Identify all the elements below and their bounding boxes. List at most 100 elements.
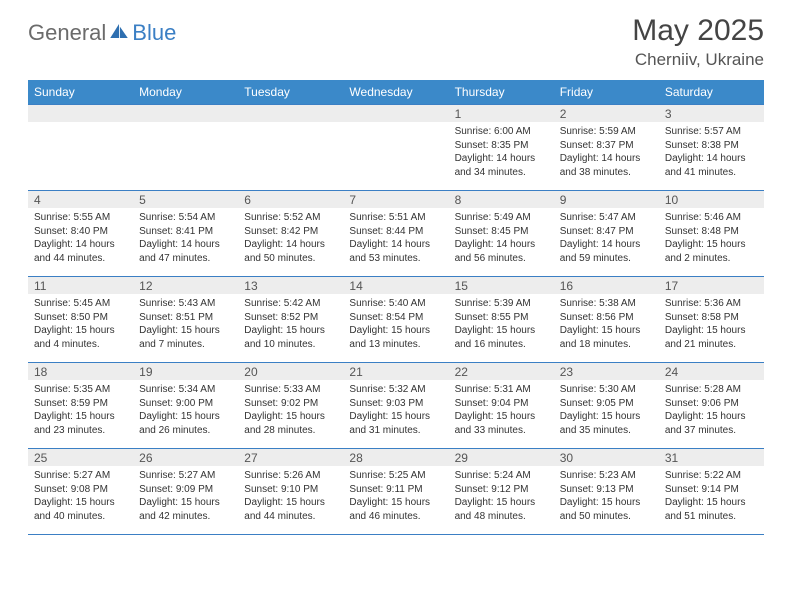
day-details: Sunrise: 5:55 AMSunset: 8:40 PMDaylight:… <box>28 208 133 269</box>
day-line-d2: and 37 minutes. <box>665 424 758 438</box>
day-details: Sunrise: 5:52 AMSunset: 8:42 PMDaylight:… <box>238 208 343 269</box>
day-line-d2: and 51 minutes. <box>665 510 758 524</box>
day-number: 22 <box>449 363 554 380</box>
day-details: Sunrise: 5:23 AMSunset: 9:13 PMDaylight:… <box>554 466 659 527</box>
day-line-d2: and 21 minutes. <box>665 338 758 352</box>
day-details: Sunrise: 5:26 AMSunset: 9:10 PMDaylight:… <box>238 466 343 527</box>
day-line-sr: Sunrise: 5:39 AM <box>455 297 548 311</box>
day-line-ss: Sunset: 9:05 PM <box>560 397 653 411</box>
day-line-d1: Daylight: 14 hours <box>455 238 548 252</box>
day-line-sr: Sunrise: 5:49 AM <box>455 211 548 225</box>
day-line-ss: Sunset: 9:09 PM <box>139 483 232 497</box>
calendar-cell: 1Sunrise: 6:00 AMSunset: 8:35 PMDaylight… <box>449 105 554 191</box>
day-line-ss: Sunset: 9:06 PM <box>665 397 758 411</box>
day-line-ss: Sunset: 9:04 PM <box>455 397 548 411</box>
day-line-d1: Daylight: 15 hours <box>244 324 337 338</box>
day-line-ss: Sunset: 8:55 PM <box>455 311 548 325</box>
day-line-sr: Sunrise: 5:46 AM <box>665 211 758 225</box>
page-title: May 2025 <box>632 14 764 48</box>
day-number: 26 <box>133 449 238 466</box>
day-line-ss: Sunset: 8:45 PM <box>455 225 548 239</box>
day-details: Sunrise: 5:34 AMSunset: 9:00 PMDaylight:… <box>133 380 238 441</box>
day-line-sr: Sunrise: 6:00 AM <box>455 125 548 139</box>
day-line-d1: Daylight: 15 hours <box>244 410 337 424</box>
day-line-sr: Sunrise: 5:25 AM <box>349 469 442 483</box>
day-line-d2: and 26 minutes. <box>139 424 232 438</box>
day-line-d1: Daylight: 15 hours <box>560 496 653 510</box>
day-line-sr: Sunrise: 5:23 AM <box>560 469 653 483</box>
day-number: 20 <box>238 363 343 380</box>
day-line-d1: Daylight: 15 hours <box>665 324 758 338</box>
day-line-d1: Daylight: 15 hours <box>349 324 442 338</box>
logo-text-general: General <box>28 20 106 46</box>
day-number <box>343 105 448 122</box>
weekday-header-row: Sunday Monday Tuesday Wednesday Thursday… <box>28 80 764 105</box>
calendar-cell: 16Sunrise: 5:38 AMSunset: 8:56 PMDayligh… <box>554 277 659 363</box>
calendar-cell: 8Sunrise: 5:49 AMSunset: 8:45 PMDaylight… <box>449 191 554 277</box>
day-number: 19 <box>133 363 238 380</box>
logo-sail-icon <box>110 24 128 43</box>
day-line-d2: and 31 minutes. <box>349 424 442 438</box>
day-line-ss: Sunset: 9:00 PM <box>139 397 232 411</box>
logo-text-blue: Blue <box>132 20 176 46</box>
calendar-cell: 29Sunrise: 5:24 AMSunset: 9:12 PMDayligh… <box>449 449 554 535</box>
day-line-ss: Sunset: 8:51 PM <box>139 311 232 325</box>
day-details: Sunrise: 5:32 AMSunset: 9:03 PMDaylight:… <box>343 380 448 441</box>
day-details: Sunrise: 5:54 AMSunset: 8:41 PMDaylight:… <box>133 208 238 269</box>
day-number: 2 <box>554 105 659 122</box>
calendar-cell <box>238 105 343 191</box>
day-line-sr: Sunrise: 5:38 AM <box>560 297 653 311</box>
page: General Blue May 2025 Cherniiv, Ukraine … <box>0 0 792 545</box>
calendar-cell: 3Sunrise: 5:57 AMSunset: 8:38 PMDaylight… <box>659 105 764 191</box>
day-details: Sunrise: 5:46 AMSunset: 8:48 PMDaylight:… <box>659 208 764 269</box>
day-line-sr: Sunrise: 5:24 AM <box>455 469 548 483</box>
day-number: 27 <box>238 449 343 466</box>
day-line-ss: Sunset: 8:58 PM <box>665 311 758 325</box>
day-line-ss: Sunset: 8:52 PM <box>244 311 337 325</box>
calendar-week-row: 11Sunrise: 5:45 AMSunset: 8:50 PMDayligh… <box>28 277 764 363</box>
day-line-d1: Daylight: 14 hours <box>560 238 653 252</box>
calendar-week-row: 1Sunrise: 6:00 AMSunset: 8:35 PMDaylight… <box>28 105 764 191</box>
day-line-d1: Daylight: 15 hours <box>139 410 232 424</box>
day-line-d2: and 23 minutes. <box>34 424 127 438</box>
day-details: Sunrise: 5:59 AMSunset: 8:37 PMDaylight:… <box>554 122 659 183</box>
day-line-ss: Sunset: 8:47 PM <box>560 225 653 239</box>
day-details: Sunrise: 5:25 AMSunset: 9:11 PMDaylight:… <box>343 466 448 527</box>
weekday-header: Tuesday <box>238 80 343 105</box>
day-line-d2: and 10 minutes. <box>244 338 337 352</box>
weekday-header: Monday <box>133 80 238 105</box>
day-number: 13 <box>238 277 343 294</box>
day-number: 29 <box>449 449 554 466</box>
day-line-ss: Sunset: 9:14 PM <box>665 483 758 497</box>
day-number: 6 <box>238 191 343 208</box>
calendar-cell: 13Sunrise: 5:42 AMSunset: 8:52 PMDayligh… <box>238 277 343 363</box>
calendar-cell: 20Sunrise: 5:33 AMSunset: 9:02 PMDayligh… <box>238 363 343 449</box>
day-details: Sunrise: 5:33 AMSunset: 9:02 PMDaylight:… <box>238 380 343 441</box>
day-line-ss: Sunset: 9:02 PM <box>244 397 337 411</box>
day-line-d2: and 4 minutes. <box>34 338 127 352</box>
day-number: 30 <box>554 449 659 466</box>
calendar-cell: 2Sunrise: 5:59 AMSunset: 8:37 PMDaylight… <box>554 105 659 191</box>
weekday-header: Wednesday <box>343 80 448 105</box>
day-line-sr: Sunrise: 5:27 AM <box>139 469 232 483</box>
day-number: 31 <box>659 449 764 466</box>
calendar-cell <box>28 105 133 191</box>
day-number: 4 <box>28 191 133 208</box>
day-line-sr: Sunrise: 5:28 AM <box>665 383 758 397</box>
day-line-d1: Daylight: 14 hours <box>665 152 758 166</box>
day-line-ss: Sunset: 9:13 PM <box>560 483 653 497</box>
day-details: Sunrise: 5:47 AMSunset: 8:47 PMDaylight:… <box>554 208 659 269</box>
day-number: 14 <box>343 277 448 294</box>
day-line-d2: and 40 minutes. <box>34 510 127 524</box>
day-number: 5 <box>133 191 238 208</box>
day-details: Sunrise: 5:49 AMSunset: 8:45 PMDaylight:… <box>449 208 554 269</box>
day-line-d2: and 35 minutes. <box>560 424 653 438</box>
calendar-cell: 10Sunrise: 5:46 AMSunset: 8:48 PMDayligh… <box>659 191 764 277</box>
day-line-d1: Daylight: 15 hours <box>139 324 232 338</box>
day-line-d2: and 44 minutes. <box>244 510 337 524</box>
calendar-cell: 9Sunrise: 5:47 AMSunset: 8:47 PMDaylight… <box>554 191 659 277</box>
header: General Blue May 2025 Cherniiv, Ukraine <box>28 14 764 70</box>
day-number: 7 <box>343 191 448 208</box>
calendar-cell: 14Sunrise: 5:40 AMSunset: 8:54 PMDayligh… <box>343 277 448 363</box>
day-line-sr: Sunrise: 5:52 AM <box>244 211 337 225</box>
